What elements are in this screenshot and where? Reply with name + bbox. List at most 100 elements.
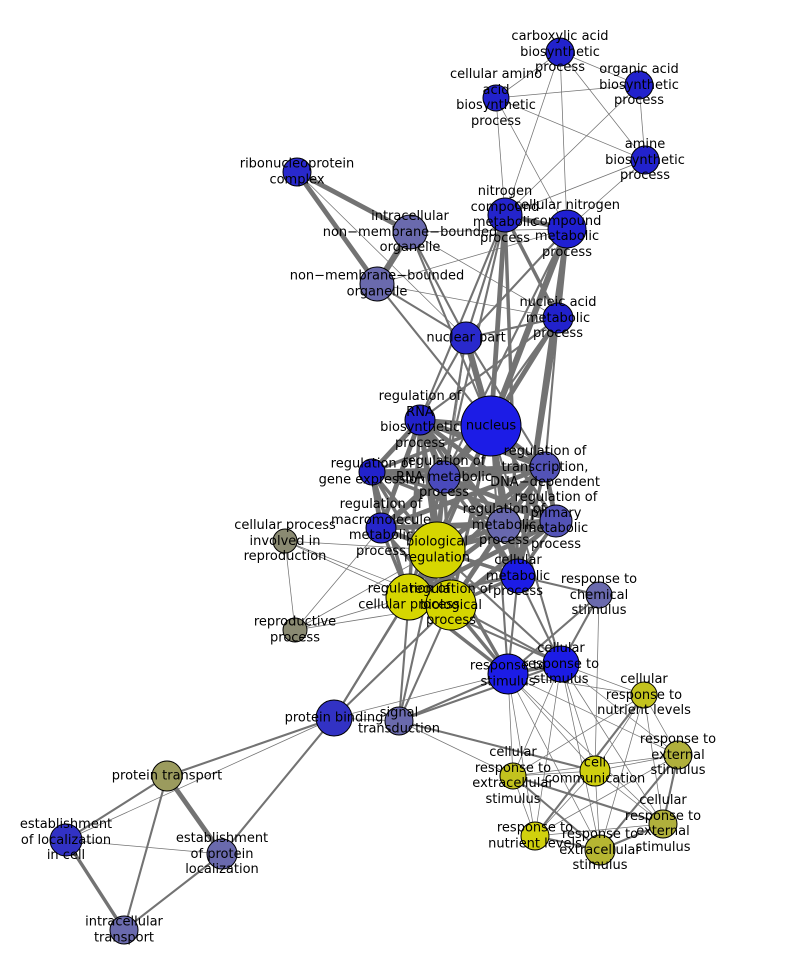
graph-node-ribonucleoprotein_complex[interactable]: ribonucleoprotein complex	[282, 157, 312, 187]
graph-node-non_membrane_bounded_organelle[interactable]: non−membrane−bounded organelle	[359, 266, 395, 302]
graph-edge	[122, 774, 169, 932]
graph-edge	[504, 51, 561, 216]
graph-edge	[408, 230, 468, 340]
graph-node-regulation_of_metabolic_process[interactable]: regulation of metabolic process	[486, 507, 522, 543]
graph-node-response_to_external_stimulus[interactable]: response to external stimulus	[663, 740, 693, 770]
graph-edge	[507, 673, 536, 837]
graph-node-protein_transport[interactable]: protein transport	[151, 760, 183, 792]
graph-node-response_to_extracellular_stimulus[interactable]: response to extracellular stimulus	[584, 834, 616, 866]
graph-edge	[220, 716, 336, 856]
graph-edge	[64, 838, 126, 932]
graph-node-nuclear_part[interactable]: nuclear part	[449, 321, 483, 355]
graph-node-cellular_response_to_stimulus[interactable]: cellular response to stimulus	[542, 645, 580, 683]
graph-edge	[594, 594, 600, 772]
graph-edge	[559, 51, 568, 230]
graph-node-establishment_of_protein_localization[interactable]: establishment of protein localization	[206, 838, 238, 870]
graph-node-cellular_process_involved_in_reproduction[interactable]: cellular process involved in reproductio…	[272, 528, 298, 554]
graph-edge	[284, 540, 296, 631]
graph-edge	[65, 717, 335, 841]
graph-node-biological_regulation[interactable]: biological regulation	[408, 521, 466, 579]
graph-edge	[534, 823, 664, 837]
graph-node-response_to_nutrient_levels[interactable]: response to nutrient levels	[520, 821, 550, 851]
graph-edge	[296, 171, 467, 339]
graph-edge	[332, 603, 453, 720]
graph-edge	[370, 470, 558, 523]
graph-node-cellular_nitrogen_compound_metabolic_process[interactable]: cellular nitrogen compound metabolic pro…	[547, 209, 587, 249]
graph-edge	[406, 518, 559, 600]
graph-edge	[495, 84, 640, 99]
graph-edge	[495, 97, 506, 216]
graph-node-regulation_of_biological_process[interactable]: regulation of biological process	[425, 579, 477, 631]
graph-node-cellular_response_to_extracellular_stimulus[interactable]: cellular response to extracellular stimu…	[499, 762, 527, 790]
graph-edge	[507, 673, 601, 851]
graph-node-nitrogen_compound_metabolic_process[interactable]: nitrogen compound metabolic process	[487, 197, 523, 233]
graph-node-regulation_of_macromolecule_metabolic_process[interactable]: regulation of macromolecule metabolic pr…	[365, 512, 397, 544]
graph-edge	[560, 663, 596, 772]
graph-node-regulation_of_cellular_process[interactable]: regulation of cellular process	[385, 573, 433, 621]
graph-edge	[370, 470, 506, 527]
graph-node-cellular_response_to_nutrient_levels[interactable]: cellular response to nutrient levels	[630, 681, 658, 709]
graph-node-protein_binding[interactable]: protein binding	[315, 699, 353, 737]
graph-edge	[64, 774, 169, 842]
graph-edge	[376, 283, 559, 319]
graph-edge	[598, 753, 680, 852]
graph-edge	[560, 663, 601, 851]
graph-edge	[512, 694, 645, 777]
graph-edge	[488, 212, 508, 429]
graph-node-regulation_of_gene_expression[interactable]: regulation of gene expression	[358, 458, 386, 486]
graph-node-nucleus[interactable]: nucleus	[460, 395, 522, 457]
node-layer: carboxylic acid biosynthetic process orga…	[49, 37, 693, 945]
graph-edge	[376, 228, 568, 285]
graph-edge	[495, 97, 646, 161]
graph-edge	[489, 424, 510, 676]
graph-edge	[543, 316, 560, 469]
graph-node-cellular_response_to_external_stimulus[interactable]: cellular response to external stimulus	[648, 809, 678, 839]
graph-node-regulation_of_rna_biosynthetic_process[interactable]: regulation of RNA biosynthetic process	[404, 404, 436, 436]
graph-edge	[534, 663, 562, 837]
graph-node-carboxylic_acid_biosynthetic_process[interactable]: carboxylic acid biosynthetic process	[545, 37, 575, 67]
graph-node-signal_transduction[interactable]: signal transduction	[384, 706, 414, 736]
graph-edge	[409, 228, 568, 233]
graph-edge	[397, 662, 563, 723]
graph-node-establishment_of_localization_in_cell[interactable]: establishment of localization in cell	[49, 823, 83, 857]
graph-edge	[398, 720, 514, 777]
graph-node-cell_communication[interactable]: cell communication	[579, 755, 611, 787]
graph-node-intracellular_non_membrane_bounded_organelle[interactable]: intracellular non−membrane−bounded organ…	[392, 214, 428, 250]
graph-node-regulation_of_transcription_dna_dependent[interactable]: regulation of transcription, DNA−depende…	[529, 451, 561, 483]
graph-edge	[407, 418, 422, 599]
graph-edge	[507, 673, 645, 696]
graph-edge	[294, 169, 413, 235]
graph-node-intracellular_transport[interactable]: intracellular transport	[109, 915, 139, 945]
graph-edge	[464, 227, 569, 340]
edge-layer	[64, 51, 680, 932]
graph-node-response_to_stimulus[interactable]: response to stimulus	[487, 653, 529, 695]
graph-edge	[516, 316, 560, 578]
graph-edge	[511, 774, 665, 826]
graph-node-reproductive_process[interactable]: reproductive process	[282, 617, 308, 643]
graph-edge	[397, 719, 597, 773]
graph-edge	[559, 51, 646, 161]
graph-node-regulation_of_primary_metabolic_process[interactable]: regulation of primary metabolic process	[539, 504, 573, 538]
graph-edge	[65, 839, 223, 855]
graph-edge	[164, 773, 225, 857]
graph-edge	[504, 84, 640, 216]
graph-node-response_to_chemical_stimulus[interactable]: response to chemical stimulus	[585, 581, 613, 609]
graph-edge	[507, 673, 664, 825]
graph-edge	[534, 754, 679, 837]
graph-edge	[332, 595, 411, 720]
graph-edge	[294, 527, 382, 631]
graph-edge	[409, 231, 559, 319]
graph-edge	[418, 213, 507, 422]
graph-edge	[464, 213, 507, 340]
graph-node-cellular_amino_acid_biosynthetic_process[interactable]: cellular amino acid biosynthetic process	[482, 84, 510, 112]
graph-node-organic_acid_biosynthetic_process[interactable]: organic acid biosynthetic process	[624, 70, 654, 100]
graph-edge	[165, 716, 336, 778]
graph-edge	[418, 316, 560, 422]
graph-node-cellular_metabolic_process[interactable]: cellular metabolic process	[500, 558, 536, 594]
graph-edge	[495, 97, 568, 230]
graph-edge	[489, 424, 563, 666]
graph-node-regulation_of_rna_metabolic_process[interactable]: regulation of RNA metabolic process	[427, 460, 461, 494]
graph-node-nucleic_acid_metabolic_process[interactable]: nucleic acid metabolic process	[542, 302, 574, 334]
graph-node-amine_biosynthetic_process[interactable]: amine biosynthetic process	[630, 145, 660, 175]
